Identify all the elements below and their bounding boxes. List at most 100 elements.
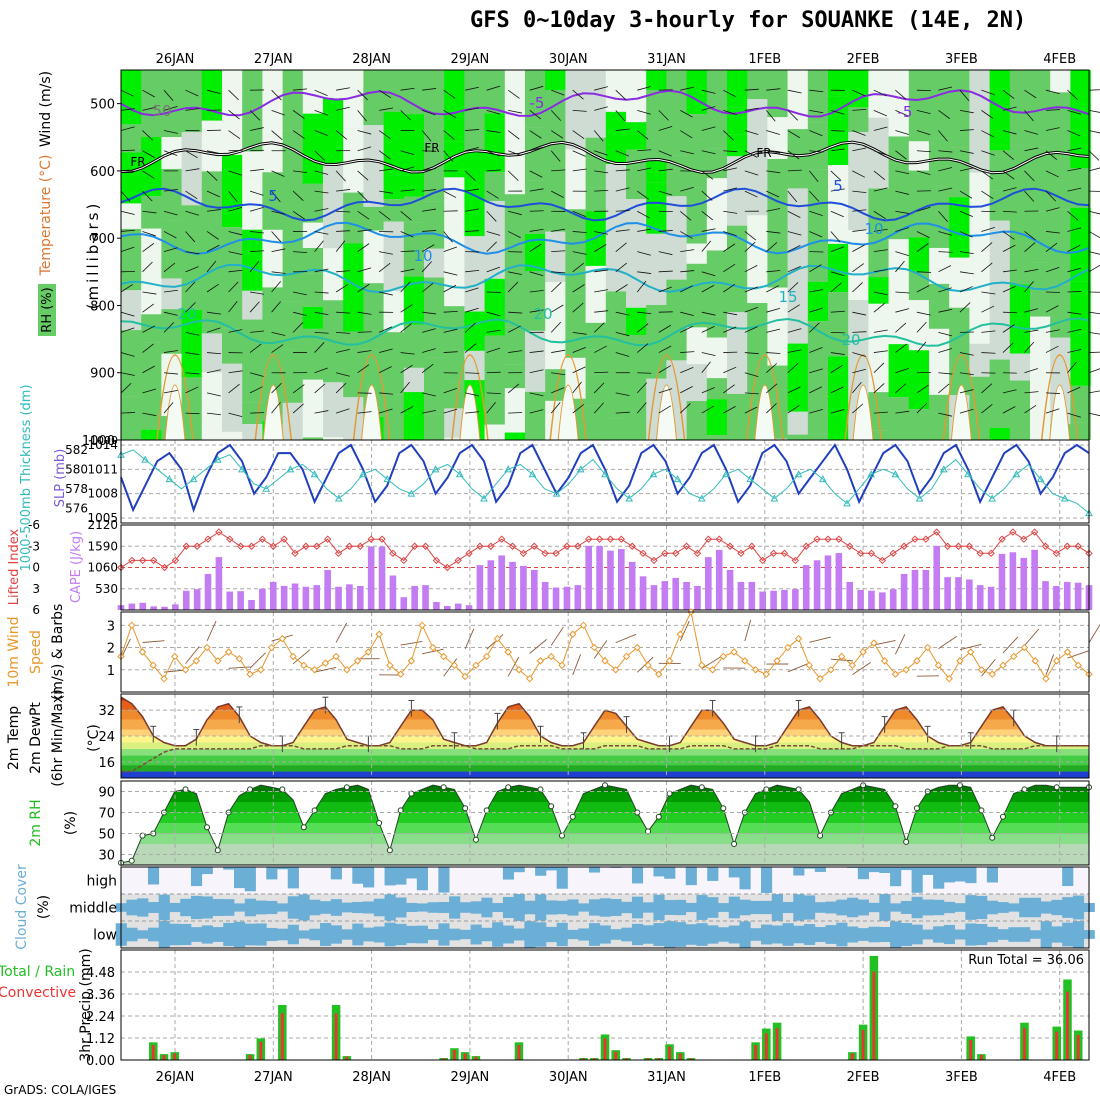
- wind-speed-point: [332, 652, 340, 661]
- wind-barb: [873, 249, 888, 253]
- cloud-cell: [1008, 927, 1020, 942]
- cape-bar: [987, 586, 995, 610]
- wind-barb: [120, 126, 135, 131]
- thickness-point: [431, 465, 440, 473]
- cloud-cell: [653, 894, 665, 921]
- lifted-index-point: [302, 542, 310, 550]
- wind-barb: [852, 170, 866, 178]
- rh-point: [720, 805, 727, 812]
- lifted-index-point: [998, 535, 1006, 543]
- wind-barb: [486, 109, 501, 115]
- cloud-cell: [588, 867, 601, 873]
- wind-barb: [185, 150, 198, 159]
- cloud-cell: [266, 900, 278, 915]
- wind-barb: [1045, 345, 1059, 353]
- cape-panel: [120, 524, 1090, 611]
- wind-barb: [572, 109, 587, 112]
- wind-barb: [572, 210, 586, 217]
- wind-barb: [680, 351, 695, 353]
- wind-barb: [249, 190, 264, 196]
- rh-cell: [444, 306, 465, 383]
- wind-barb: [421, 244, 435, 252]
- wind-barb: [142, 303, 155, 313]
- precip-convective-bar: [646, 1058, 650, 1060]
- wind-barb: [508, 325, 521, 333]
- rh-point: [569, 813, 576, 820]
- lifted-index-point: [824, 535, 832, 543]
- wind-barb: [852, 147, 867, 152]
- wind-barb: [207, 352, 222, 355]
- wind-barb: [809, 289, 824, 293]
- wind-barb: [357, 350, 372, 353]
- lifted-index-point: [584, 535, 593, 543]
- cape-bar: [335, 586, 342, 610]
- rh-cell: [121, 124, 142, 153]
- wind-barb: [293, 88, 308, 91]
- wind-barb: [228, 281, 239, 293]
- cape-bar: [748, 581, 756, 610]
- lifted-index-point: [530, 542, 539, 550]
- wind-barb: [637, 167, 652, 172]
- wind-barb: [938, 308, 953, 313]
- date-label-top: 26JAN: [156, 52, 195, 67]
- wind-barb: [249, 343, 262, 353]
- rh-band: [121, 791, 1089, 802]
- wind-barb: [723, 89, 736, 98]
- cloud-cell: [545, 867, 558, 871]
- precip-convective-bar: [1055, 1031, 1059, 1060]
- wind-speed-point: [364, 648, 373, 656]
- cloud-cell: [933, 867, 945, 889]
- wind-barb: [981, 89, 995, 96]
- wind-barb: [787, 130, 801, 139]
- wind-speed-point: [719, 652, 728, 661]
- wind-barb: [1045, 329, 1060, 333]
- wind-barb: [163, 210, 178, 216]
- wind-barb: [120, 284, 133, 293]
- cloud-cell: [631, 867, 644, 884]
- lifted-index-point: [193, 542, 201, 550]
- wind-barb: [637, 323, 649, 333]
- surface-wind-barb: [550, 626, 564, 646]
- cloud-cell: [890, 921, 902, 948]
- wind-barb: [658, 405, 671, 414]
- lifted-index-point: [226, 535, 234, 543]
- rh-cell: [868, 188, 889, 278]
- wind-barb: [594, 106, 608, 111]
- wind-barb: [292, 190, 304, 201]
- wind-speed-point: [945, 674, 953, 683]
- wind-barb: [206, 209, 221, 212]
- ytick-label: 800: [90, 299, 115, 314]
- wind-barb: [550, 150, 561, 162]
- lifted-index-point: [802, 542, 810, 550]
- wind-barbs: [120, 85, 1100, 418]
- wind-barb: [163, 311, 178, 316]
- wind-barb: [507, 383, 520, 394]
- lifted-index-point: [650, 556, 658, 565]
- wind-barb: [142, 106, 157, 111]
- rh-field: [121, 70, 1091, 440]
- temp-band: [121, 729, 1089, 736]
- precip-convective-bar: [872, 971, 876, 1060]
- ytick-label-cape: 1590: [87, 539, 118, 553]
- cloud-cell: [890, 867, 902, 887]
- rh-cell: [545, 369, 566, 401]
- wind-barb: [250, 231, 265, 234]
- cloud-cell: [147, 927, 160, 942]
- rh-cell: [141, 314, 162, 343]
- cloud-cell: [922, 899, 934, 916]
- rh-cell: [242, 90, 263, 152]
- cloud-cell: [395, 867, 407, 885]
- rh-point: [440, 784, 447, 791]
- cape-bar: [1063, 581, 1071, 610]
- rh-cell: [626, 122, 647, 150]
- rh-cell: [727, 134, 748, 157]
- lifted-index-point: [552, 549, 560, 558]
- wind-barb: [1088, 390, 1100, 394]
- y-axis-label-minmax: (6hr Min/Max): [50, 689, 66, 786]
- wind-barb: [529, 369, 544, 374]
- wind-barb: [185, 108, 200, 111]
- rh-cell: [302, 113, 324, 184]
- wind-barb: [1088, 251, 1100, 255]
- cloud-cell: [255, 923, 267, 946]
- rh-cell: [585, 405, 607, 434]
